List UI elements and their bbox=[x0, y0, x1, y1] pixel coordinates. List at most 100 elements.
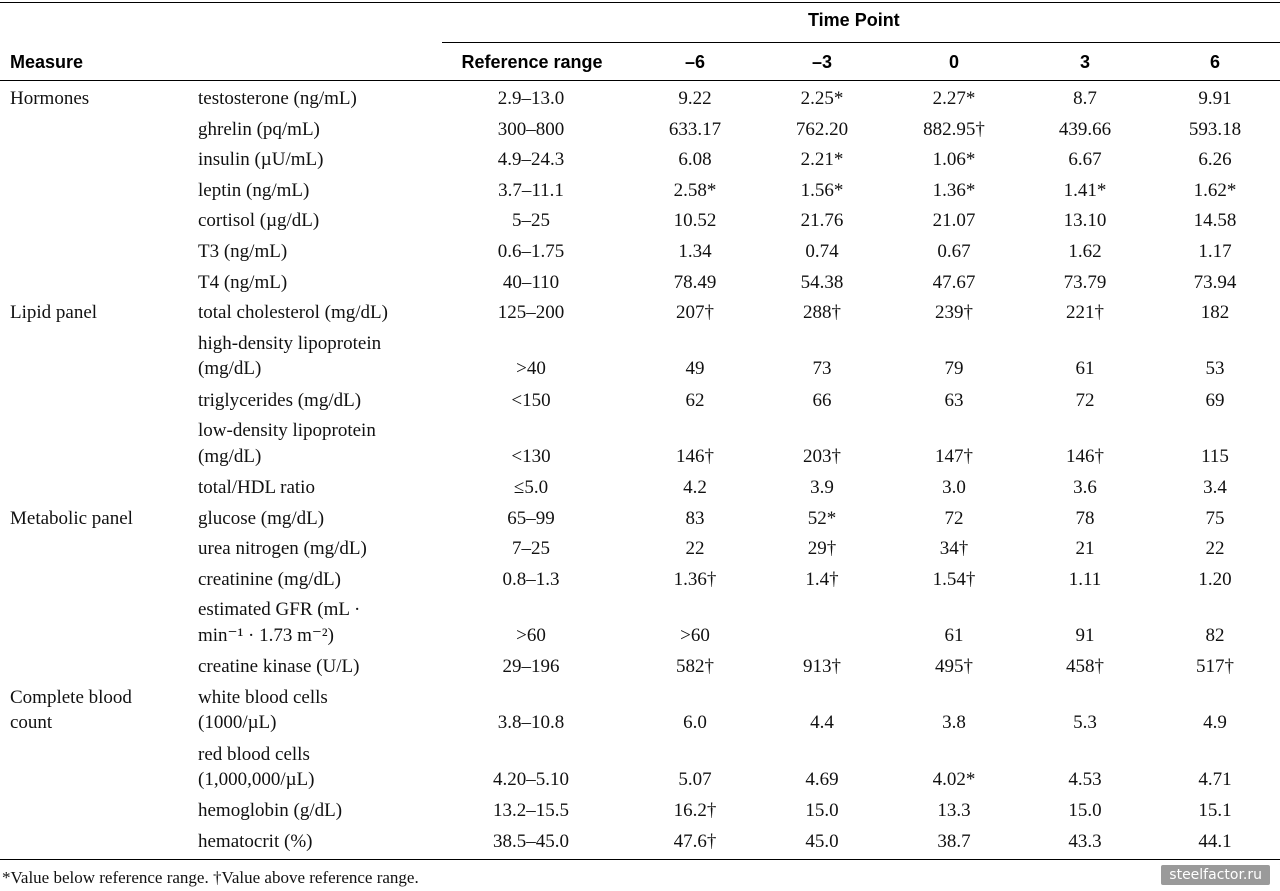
value-cell: 221† bbox=[1066, 302, 1104, 324]
value-cell: 0.74 bbox=[805, 241, 839, 262]
value-cell: 1.54† bbox=[932, 568, 976, 590]
reference-range-cell: 3.8–10.8 bbox=[497, 712, 565, 734]
value-cell: 6.0 bbox=[683, 712, 707, 734]
reference-range-cell: 0.6–1.75 bbox=[497, 241, 565, 262]
value-cell: 207† bbox=[676, 302, 714, 324]
measure-label: low-density lipoprotein bbox=[198, 420, 376, 442]
value-cell: 61 bbox=[1075, 358, 1095, 380]
value-cell: 52* bbox=[807, 507, 837, 529]
value-cell: 1.20 bbox=[1198, 568, 1232, 590]
value-cell: 21.07 bbox=[932, 210, 976, 232]
value-cell: 882.95† bbox=[923, 118, 985, 140]
value-cell: 73.94 bbox=[1193, 271, 1237, 293]
measure-label: red blood cells bbox=[198, 743, 310, 765]
measure-label: min⁻¹ · 1.73 m⁻²) bbox=[198, 624, 334, 646]
value-cell: 146† bbox=[676, 445, 714, 467]
value-cell: 75 bbox=[1205, 507, 1225, 529]
reference-range-cell: 300–800 bbox=[497, 118, 565, 140]
reference-range-cell: >60 bbox=[516, 624, 546, 646]
value-cell: 47.67 bbox=[932, 271, 976, 293]
measure-label: creatine kinase (U/L) bbox=[198, 656, 360, 678]
time-point-6-header: 6 bbox=[1209, 52, 1220, 72]
reference-range-cell: 0.8–1.3 bbox=[502, 568, 560, 590]
value-cell: 4.02* bbox=[932, 769, 976, 791]
reference-range-cell: ≤5.0 bbox=[513, 477, 549, 498]
value-cell: 1.36† bbox=[673, 568, 717, 590]
group-label: Metabolic panel bbox=[10, 507, 133, 529]
value-cell: 2.27* bbox=[932, 88, 976, 109]
measure-label: hematocrit (%) bbox=[198, 831, 313, 852]
reference-range-cell: 29–196 bbox=[502, 656, 560, 678]
value-cell: 63 bbox=[944, 389, 964, 411]
value-cell: 34† bbox=[939, 538, 969, 560]
value-cell: 21.76 bbox=[800, 210, 844, 232]
measure-label: (1,000,000/µL) bbox=[198, 769, 315, 791]
measure-label: high-density lipoprotein bbox=[198, 332, 382, 354]
value-cell: 1.62* bbox=[1193, 179, 1237, 201]
value-cell: 49 bbox=[685, 358, 705, 380]
measure-label: total cholesterol (mg/dL) bbox=[198, 302, 388, 324]
value-cell: 458† bbox=[1066, 656, 1104, 678]
value-cell: 47.6† bbox=[673, 831, 717, 852]
value-cell: 439.66 bbox=[1058, 118, 1112, 140]
value-cell: 115 bbox=[1201, 445, 1229, 467]
value-cell: 72 bbox=[944, 507, 964, 529]
measure-header: Measure bbox=[10, 52, 84, 72]
value-cell: 1.62 bbox=[1068, 241, 1102, 262]
measure-label: white blood cells bbox=[198, 686, 328, 708]
value-cell: 2.25* bbox=[800, 88, 844, 109]
value-cell: 3.8 bbox=[942, 712, 966, 734]
value-cell: 495† bbox=[935, 656, 973, 678]
reference-range-cell: 38.5–45.0 bbox=[493, 831, 569, 852]
value-cell: 78.49 bbox=[673, 271, 717, 293]
bottom-rule bbox=[0, 859, 1280, 860]
measure-label: cortisol (µg/dL) bbox=[198, 210, 320, 232]
group-label: count bbox=[10, 712, 53, 734]
value-cell: 2.58* bbox=[673, 179, 717, 201]
value-cell: 16.2† bbox=[673, 800, 717, 822]
value-cell: 45.0 bbox=[805, 831, 839, 852]
value-cell: 3.4 bbox=[1203, 477, 1227, 498]
value-cell: 72 bbox=[1075, 389, 1095, 411]
value-cell: 1.17 bbox=[1198, 241, 1232, 262]
reference-range-cell: 125–200 bbox=[497, 302, 565, 324]
reference-range-header: Reference range bbox=[461, 52, 603, 72]
value-cell: 6.67 bbox=[1068, 149, 1102, 171]
value-cell: 79 bbox=[944, 358, 964, 380]
time-point-minus3-header: –3 bbox=[811, 52, 833, 72]
measure-label: ghrelin (pq/mL) bbox=[198, 118, 320, 140]
group-label: Lipid panel bbox=[10, 302, 98, 324]
value-cell: 73.79 bbox=[1063, 271, 1107, 293]
value-cell: 6.08 bbox=[678, 149, 712, 171]
value-cell: 15.0 bbox=[805, 800, 839, 822]
value-cell: 13.10 bbox=[1063, 210, 1107, 232]
header-rule bbox=[0, 80, 1280, 81]
value-cell: 593.18 bbox=[1188, 118, 1242, 140]
value-cell: 4.69 bbox=[805, 769, 839, 791]
value-cell: 6.26 bbox=[1198, 149, 1232, 171]
value-cell: 1.36* bbox=[932, 179, 976, 201]
value-cell: 146† bbox=[1066, 445, 1104, 467]
value-cell: 762.20 bbox=[795, 118, 849, 140]
value-cell: 203† bbox=[803, 445, 841, 467]
value-cell: 9.91 bbox=[1198, 88, 1232, 109]
value-cell: 4.9 bbox=[1203, 712, 1227, 734]
value-cell: 15.1 bbox=[1198, 800, 1232, 822]
measure-label: estimated GFR (mL · bbox=[198, 599, 361, 621]
group-label: Hormones bbox=[10, 88, 90, 109]
reference-range-cell: 65–99 bbox=[507, 507, 555, 529]
measure-label: creatinine (mg/dL) bbox=[198, 568, 341, 590]
reference-range-cell: <150 bbox=[511, 389, 551, 411]
value-cell: 2.21* bbox=[800, 149, 844, 171]
measure-label: urea nitrogen (mg/dL) bbox=[198, 538, 367, 560]
value-cell: 1.56* bbox=[800, 179, 844, 201]
value-cell: 14.58 bbox=[1193, 210, 1237, 232]
time-point-header: Time Point bbox=[808, 10, 900, 30]
reference-range-cell: 3.7–11.1 bbox=[498, 179, 564, 201]
value-cell: 5.07 bbox=[678, 769, 712, 791]
value-cell: 1.11 bbox=[1068, 568, 1102, 590]
value-cell: 13.3 bbox=[937, 800, 971, 822]
top-rule bbox=[0, 2, 1280, 3]
value-cell: 10.52 bbox=[673, 210, 717, 232]
value-cell: 4.53 bbox=[1068, 769, 1102, 791]
